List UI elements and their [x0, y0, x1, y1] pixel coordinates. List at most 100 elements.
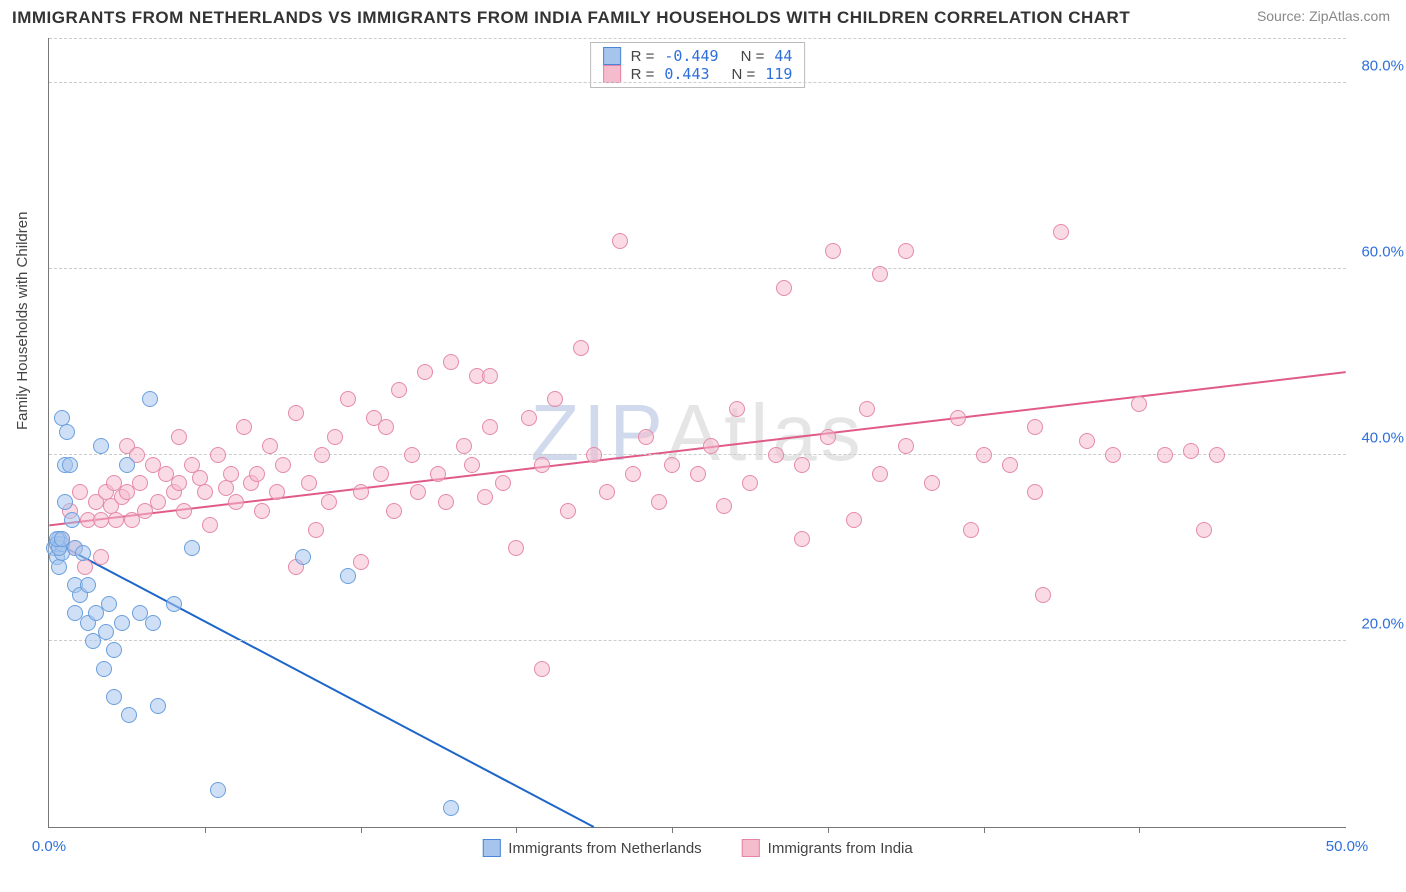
scatter-point-india: [77, 559, 93, 575]
grid-line-h: [49, 38, 1346, 39]
scatter-point-netherlands: [75, 545, 91, 561]
scatter-point-india: [1035, 587, 1051, 603]
scatter-point-india: [547, 391, 563, 407]
scatter-point-india: [477, 489, 493, 505]
scatter-point-india: [327, 429, 343, 445]
scatter-point-india: [202, 517, 218, 533]
scatter-point-netherlands: [166, 596, 182, 612]
scatter-point-india: [254, 503, 270, 519]
scatter-point-india: [1027, 484, 1043, 500]
scatter-point-netherlands: [121, 707, 137, 723]
scatter-point-netherlands: [80, 577, 96, 593]
scatter-point-india: [321, 494, 337, 510]
x-minor-tick: [1139, 827, 1140, 833]
y-tick-label: 20.0%: [1361, 616, 1404, 633]
scatter-point-india: [625, 466, 641, 482]
scatter-point-india: [301, 475, 317, 491]
scatter-point-india: [236, 419, 252, 435]
scatter-point-india: [898, 243, 914, 259]
scatter-point-india: [846, 512, 862, 528]
scatter-point-india: [521, 410, 537, 426]
scatter-point-netherlands: [210, 782, 226, 798]
scatter-point-india: [314, 447, 330, 463]
scatter-point-india: [353, 554, 369, 570]
scatter-point-india: [776, 280, 792, 296]
scatter-point-india: [638, 429, 654, 445]
scatter-point-india: [391, 382, 407, 398]
scatter-point-india: [404, 447, 420, 463]
scatter-point-india: [386, 503, 402, 519]
scatter-point-netherlands: [101, 596, 117, 612]
scatter-point-india: [963, 522, 979, 538]
scatter-point-netherlands: [142, 391, 158, 407]
scatter-point-india: [924, 475, 940, 491]
scatter-point-india: [275, 457, 291, 473]
scatter-point-netherlands: [119, 457, 135, 473]
scatter-point-india: [171, 429, 187, 445]
scatter-point-india: [464, 457, 480, 473]
grid-line-h: [49, 82, 1346, 83]
scatter-point-india: [859, 401, 875, 417]
scatter-point-india: [664, 457, 680, 473]
y-axis-label: Family Households with Children: [14, 212, 31, 430]
scatter-point-india: [768, 447, 784, 463]
x-tick-label: 0.0%: [32, 838, 66, 855]
scatter-point-india: [197, 484, 213, 500]
legend-series-item: Immigrants from Netherlands: [482, 839, 701, 857]
scatter-point-netherlands: [145, 615, 161, 631]
scatter-point-india: [1196, 522, 1212, 538]
scatter-point-india: [651, 494, 667, 510]
legend-series: Immigrants from Netherlands Immigrants fr…: [482, 839, 912, 857]
scatter-point-india: [223, 466, 239, 482]
scatter-point-netherlands: [62, 457, 78, 473]
scatter-point-netherlands: [340, 568, 356, 584]
scatter-point-india: [410, 484, 426, 500]
scatter-point-india: [1209, 447, 1225, 463]
scatter-point-netherlands: [57, 494, 73, 510]
scatter-point-india: [1079, 433, 1095, 449]
scatter-point-india: [417, 364, 433, 380]
scatter-point-netherlands: [150, 698, 166, 714]
scatter-point-india: [495, 475, 511, 491]
scatter-point-india: [150, 494, 166, 510]
scatter-point-india: [482, 368, 498, 384]
scatter-point-india: [340, 391, 356, 407]
scatter-point-india: [794, 457, 810, 473]
scatter-point-netherlands: [443, 800, 459, 816]
scatter-point-netherlands: [106, 689, 122, 705]
grid-line-h: [49, 454, 1346, 455]
scatter-point-india: [288, 405, 304, 421]
scatter-point-india: [1002, 457, 1018, 473]
x-tick-label: 50.0%: [1326, 838, 1369, 855]
y-tick-label: 80.0%: [1361, 58, 1404, 75]
scatter-point-netherlands: [295, 549, 311, 565]
scatter-point-india: [573, 340, 589, 356]
scatter-point-india: [508, 540, 524, 556]
scatter-point-india: [308, 522, 324, 538]
legend-series-item: Immigrants from India: [742, 839, 913, 857]
scatter-point-india: [249, 466, 265, 482]
scatter-point-india: [443, 354, 459, 370]
x-minor-tick: [361, 827, 362, 833]
scatter-point-india: [716, 498, 732, 514]
scatter-point-india: [438, 494, 454, 510]
scatter-point-india: [825, 243, 841, 259]
x-minor-tick: [828, 827, 829, 833]
scatter-point-netherlands: [106, 642, 122, 658]
scatter-point-india: [108, 512, 124, 528]
y-tick-label: 60.0%: [1361, 244, 1404, 261]
grid-line-h: [49, 640, 1346, 641]
scatter-point-india: [132, 475, 148, 491]
scatter-point-india: [534, 457, 550, 473]
scatter-point-india: [820, 429, 836, 445]
scatter-point-india: [703, 438, 719, 454]
legend-series-label: Immigrants from India: [768, 840, 913, 857]
scatter-point-netherlands: [96, 661, 112, 677]
legend-swatch: [482, 839, 500, 857]
scatter-point-india: [228, 494, 244, 510]
y-tick-label: 40.0%: [1361, 430, 1404, 447]
scatter-point-netherlands: [64, 512, 80, 528]
scatter-point-india: [93, 549, 109, 565]
scatter-point-india: [262, 438, 278, 454]
scatter-point-india: [898, 438, 914, 454]
